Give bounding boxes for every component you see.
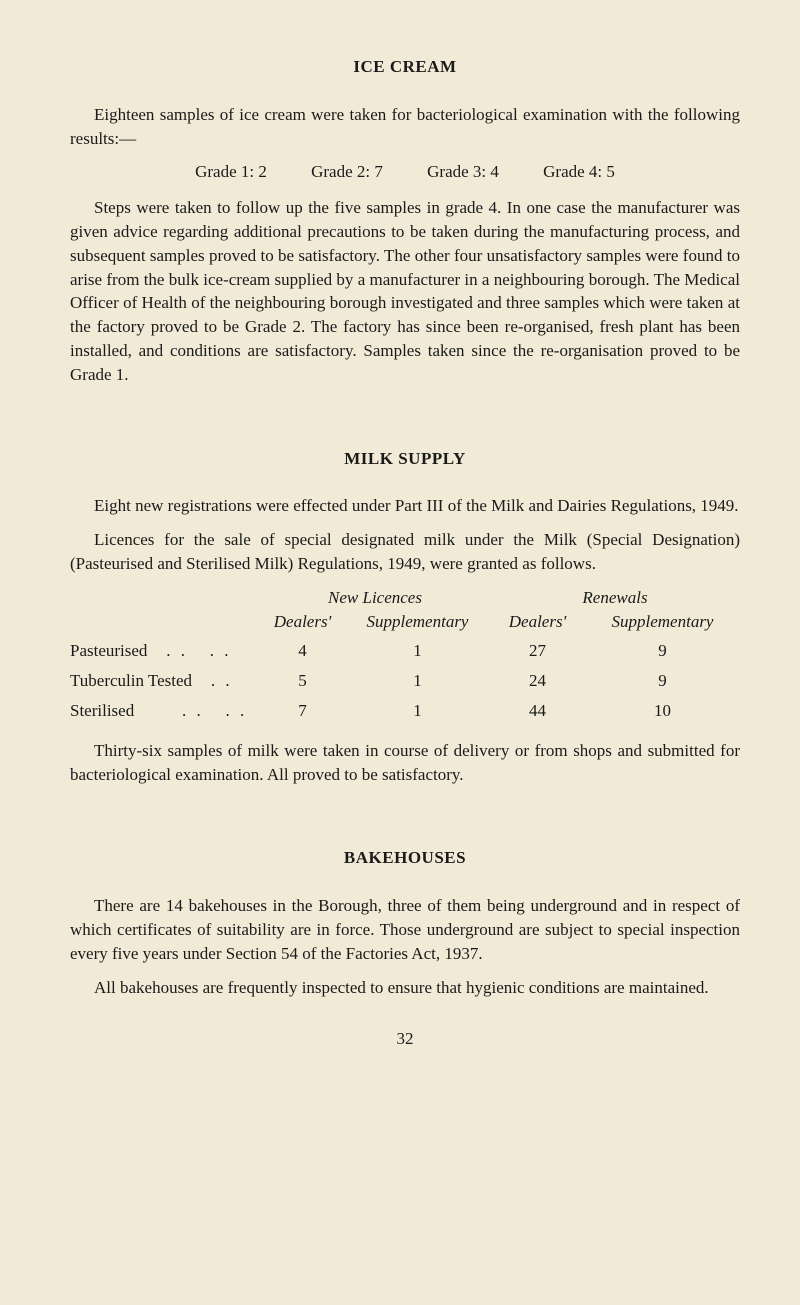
row-supp-ren: 9: [585, 669, 740, 693]
row-label: Tuberculin Tested . .: [70, 669, 260, 693]
row-dealers-ren: 27: [490, 639, 585, 663]
row-label: Sterilised . . . .: [70, 699, 260, 723]
row-dots: . . . .: [138, 701, 247, 720]
licence-header-sub: Dealers' Supplementary Dealers' Suppleme…: [70, 610, 740, 634]
row-label-text: Sterilised: [70, 701, 134, 720]
grade-2: Grade 2: 7: [311, 160, 383, 184]
row-dealers-new: 5: [260, 669, 345, 693]
row-supp-new: 1: [345, 639, 490, 663]
bakehouses-para1: There are 14 bakehouses in the Borough, …: [70, 894, 740, 965]
milk-para2: Licences for the sale of special designa…: [70, 528, 740, 576]
row-supp-new: 1: [345, 669, 490, 693]
header-blank: [70, 586, 260, 610]
subheader-blank: [70, 610, 260, 634]
milk-para1: Eight new registrations were effected un…: [70, 494, 740, 518]
row-dealers-ren: 24: [490, 669, 585, 693]
ice-cream-para1: Eighteen samples of ice cream were taken…: [70, 103, 740, 151]
row-supp-new: 1: [345, 699, 490, 723]
row-dealers-new: 7: [260, 699, 345, 723]
milk-supply-title: MILK SUPPLY: [70, 447, 740, 471]
row-dots: . .: [196, 671, 232, 690]
subheader-supp-new: Supplementary: [345, 610, 490, 634]
row-label: Pasteurised . . . .: [70, 639, 260, 663]
subheader-dealers-ren: Dealers': [490, 610, 585, 634]
page-number: 32: [70, 1027, 740, 1051]
row-supp-ren: 9: [585, 639, 740, 663]
table-row: Sterilised . . . . 7 1 44 10: [70, 699, 740, 723]
ice-cream-section: ICE CREAM Eighteen samples of ice cream …: [70, 55, 740, 387]
milk-supply-section: MILK SUPPLY Eight new registrations were…: [70, 447, 740, 787]
row-supp-ren: 10: [585, 699, 740, 723]
subheader-supp-ren: Supplementary: [585, 610, 740, 634]
bakehouses-section: BAKEHOUSES There are 14 bakehouses in th…: [70, 846, 740, 999]
row-dealers-new: 4: [260, 639, 345, 663]
grade-1: Grade 1: 2: [195, 160, 267, 184]
row-dots: . . . .: [152, 641, 232, 660]
bakehouses-para2: All bakehouses are frequently inspected …: [70, 976, 740, 1000]
table-row: Pasteurised . . . . 4 1 27 9: [70, 639, 740, 663]
bakehouses-title: BAKEHOUSES: [70, 846, 740, 870]
grade-3: Grade 3: 4: [427, 160, 499, 184]
milk-para3: Thirty-six samples of milk were taken in…: [70, 739, 740, 787]
row-dealers-ren: 44: [490, 699, 585, 723]
ice-cream-title: ICE CREAM: [70, 55, 740, 79]
subheader-dealers-new: Dealers': [260, 610, 345, 634]
ice-cream-para2: Steps were taken to follow up the five s…: [70, 196, 740, 386]
grades-line: Grade 1: 2 Grade 2: 7 Grade 3: 4 Grade 4…: [70, 160, 740, 184]
row-label-text: Tuberculin Tested: [70, 671, 192, 690]
row-label-text: Pasteurised: [70, 641, 147, 660]
licence-table: New Licences Renewals Dealers' Supplemen…: [70, 586, 740, 723]
header-new-licences: New Licences: [260, 586, 490, 610]
table-row: Tuberculin Tested . . 5 1 24 9: [70, 669, 740, 693]
licence-header-top: New Licences Renewals: [70, 586, 740, 610]
grade-4: Grade 4: 5: [543, 160, 615, 184]
header-renewals: Renewals: [490, 586, 740, 610]
